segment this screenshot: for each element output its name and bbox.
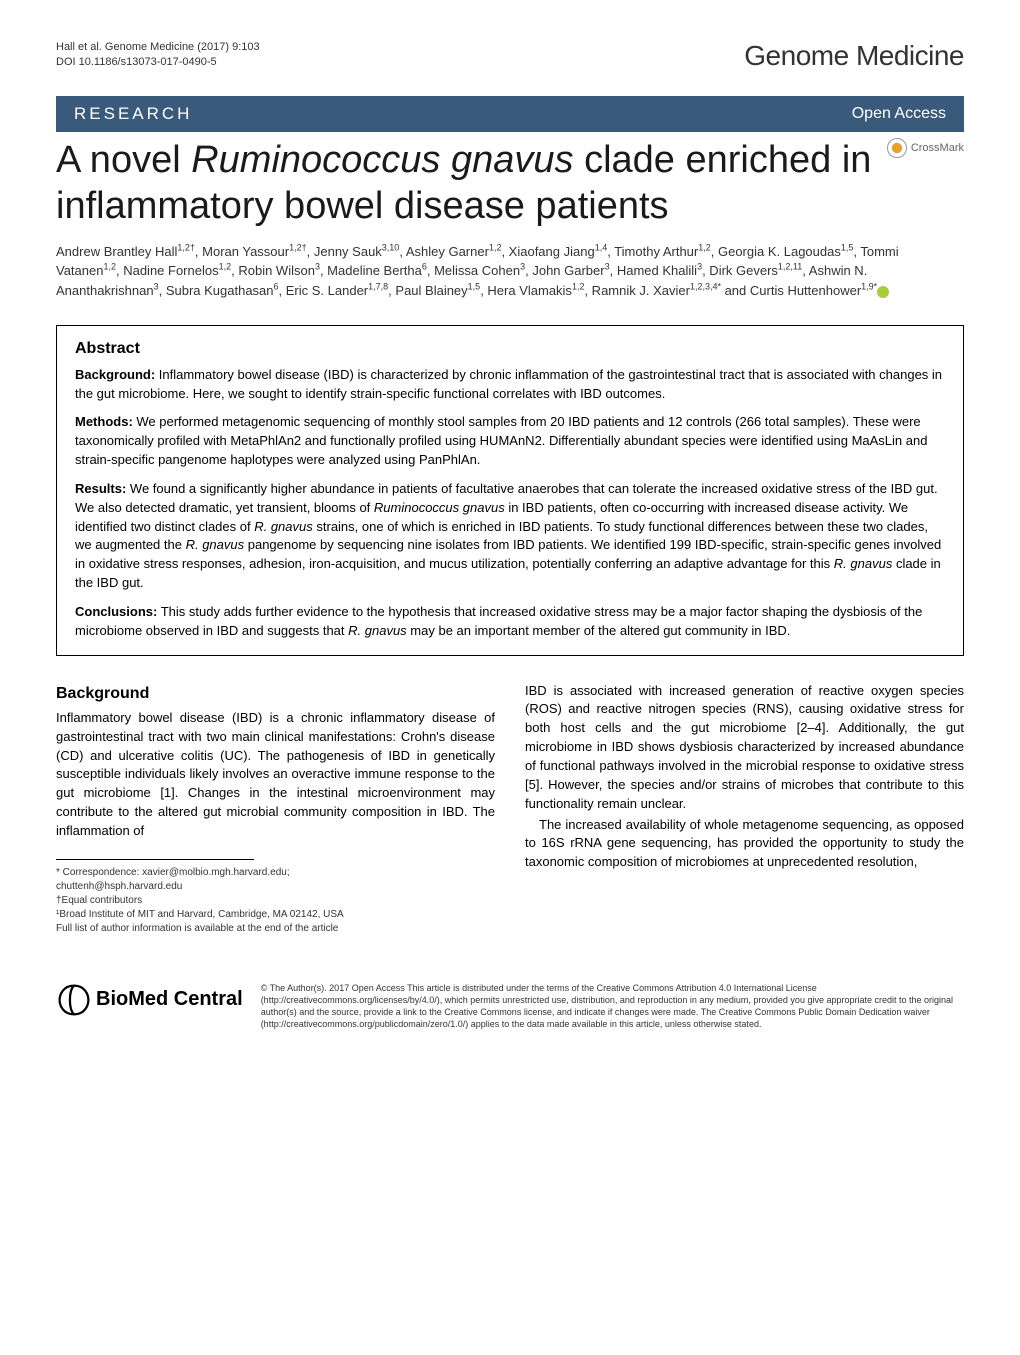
results-label: Results: — [75, 481, 126, 496]
abstract-background: Background: Inflammatory bowel disease (… — [75, 366, 945, 404]
citation-line2: DOI 10.1186/s13073-017-0490-5 — [56, 55, 260, 70]
orcid-icon[interactable] — [877, 286, 889, 298]
bmc-icon — [56, 982, 92, 1018]
citation: Hall et al. Genome Medicine (2017) 9:103… — [56, 40, 260, 71]
crossmark-icon — [887, 138, 907, 158]
email2: chuttenh@hsph.harvard.edu — [56, 880, 495, 894]
correspondence: * Correspondence: xavier@molbio.mgh.harv… — [56, 866, 495, 880]
col2-p2: The increased availability of whole meta… — [525, 816, 964, 873]
title-pre: A novel — [56, 139, 191, 181]
conclusions-italic: R. gnavus — [348, 623, 407, 638]
conclusions-post: may be an important member of the altere… — [407, 623, 791, 638]
abstract-methods: Methods: We performed metagenomic sequen… — [75, 413, 945, 470]
footnote-separator — [56, 859, 254, 860]
column-left: Background Inflammatory bowel disease (I… — [56, 682, 495, 936]
abstract-box: Abstract Background: Inflammatory bowel … — [56, 325, 964, 656]
title-species: Ruminococcus gnavus — [191, 139, 573, 181]
background-heading: Background — [56, 682, 495, 705]
methods-text: We performed metagenomic sequencing of m… — [75, 414, 927, 467]
header-row: Hall et al. Genome Medicine (2017) 9:103… — [56, 40, 964, 72]
footnotes: * Correspondence: xavier@molbio.mgh.harv… — [56, 866, 495, 936]
background-label: Background: — [75, 367, 155, 382]
article-title: A novel Ruminococcus gnavus clade enrich… — [56, 138, 964, 229]
affiliation1: ¹Broad Institute of MIT and Harvard, Cam… — [56, 908, 495, 922]
conclusions-label: Conclusions: — [75, 604, 157, 619]
background-text: Inflammatory bowel disease (IBD) is char… — [75, 367, 942, 401]
results-i2: R. gnavus — [254, 519, 313, 534]
title-post: clade — [574, 139, 675, 181]
author-list: Andrew Brantley Hall1,2†, Moran Yassour1… — [56, 241, 964, 300]
crossmark-text: CrossMark — [911, 142, 964, 154]
citation-line1: Hall et al. Genome Medicine (2017) 9:103 — [56, 40, 260, 55]
research-bar: RESEARCH Open Access — [56, 96, 964, 132]
results-i3: R. gnavus — [186, 537, 245, 552]
results-i4: R. gnavus — [834, 556, 893, 571]
methods-label: Methods: — [75, 414, 133, 429]
license-text: © The Author(s). 2017 Open Access This a… — [261, 982, 964, 1031]
col2-p1: IBD is associated with increased generat… — [525, 682, 964, 814]
results-i1: Ruminococcus gnavus — [374, 500, 505, 515]
full-list-note: Full list of author information is avail… — [56, 922, 495, 936]
journal-brand: Genome Medicine — [744, 40, 964, 72]
crossmark-badge[interactable]: CrossMark — [887, 138, 964, 158]
equal-contrib: †Equal contributors — [56, 894, 495, 908]
abstract-heading: Abstract — [75, 340, 945, 358]
col1-p1: Inflammatory bowel disease (IBD) is a ch… — [56, 709, 495, 841]
bmc-text: BioMed Central — [96, 988, 243, 1011]
biomedcentral-logo[interactable]: BioMed Central — [56, 982, 243, 1018]
footer: BioMed Central © The Author(s). 2017 Ope… — [0, 966, 1020, 1055]
abstract-results: Results: We found a significantly higher… — [75, 480, 945, 593]
abstract-conclusions: Conclusions: This study adds further evi… — [75, 603, 945, 641]
column-right: IBD is associated with increased generat… — [525, 682, 964, 936]
open-access-label: Open Access — [852, 105, 946, 123]
research-label: RESEARCH — [74, 104, 192, 124]
body-columns: Background Inflammatory bowel disease (I… — [56, 682, 964, 936]
